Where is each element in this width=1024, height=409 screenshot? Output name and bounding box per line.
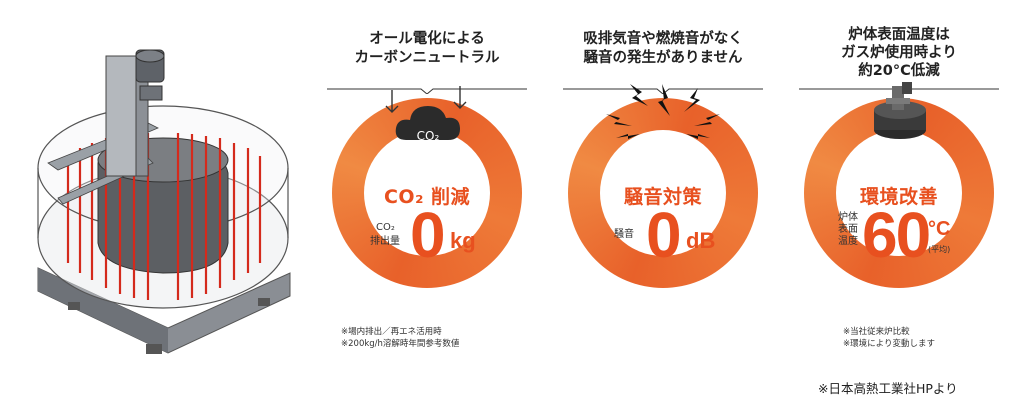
noise-title: 騒音対策 bbox=[623, 186, 702, 208]
noise-value: 0 bbox=[646, 199, 682, 271]
env-value: 60 bbox=[862, 199, 931, 271]
env-sublabel-1: 炉体 bbox=[838, 212, 858, 223]
co2-sublabel-1: CO₂ bbox=[376, 222, 395, 233]
cloud-icon bbox=[385, 86, 467, 140]
environment-ring: 環境改善 炉体 表面 温度 60 °C (平均) bbox=[804, 82, 994, 288]
noise-heading-line-1: 吸排気音や燃焼音がなく bbox=[583, 31, 743, 47]
heading-bracket bbox=[799, 88, 999, 94]
noise-unit: dB bbox=[686, 228, 716, 253]
env-heading-line-1: 炉体表面温度は bbox=[848, 27, 950, 43]
co2-sublabel-2: 排出量 bbox=[370, 236, 400, 247]
noise-panel: 吸排気音や燃焼音がなく 騒音の発生がありません 騒音対策 騒音 0 dB bbox=[553, 30, 773, 360]
heading-bracket bbox=[563, 88, 763, 94]
environment-panel: 炉体表面温度は ガス炉使用時より 約20°C低減 環境改善 炉体 表面 温度 6… bbox=[789, 27, 1009, 360]
noise-sublabel: 騒音 bbox=[614, 229, 634, 240]
co2-heading-line-2: カーボンニュートラル bbox=[354, 50, 500, 66]
co2-heading-line-1: オール電化による bbox=[369, 31, 485, 47]
cloud-icon-label: CO₂ bbox=[416, 129, 440, 143]
co2-ring: CO₂ CO₂ 削減 CO₂ 排出量 0 kg bbox=[332, 86, 522, 288]
co2-unit: kg bbox=[450, 228, 476, 253]
env-heading-line-3: 約20°C低減 bbox=[858, 63, 940, 79]
lightning-icon bbox=[606, 84, 720, 139]
source-credit: ※日本高熱工業社HPより bbox=[818, 381, 958, 396]
env-unit: °C bbox=[928, 218, 951, 240]
heading-bracket bbox=[327, 88, 527, 94]
furnace-icon bbox=[874, 82, 926, 139]
env-sublabel-3: 温度 bbox=[838, 236, 858, 247]
env-title: 環境改善 bbox=[859, 186, 938, 208]
furnace-illustration bbox=[37, 49, 291, 354]
co2-note-2: ※200kg/h溶解時年間参考数値 bbox=[341, 339, 460, 349]
env-note-2: ※環境により変動します bbox=[843, 339, 935, 349]
co2-value: 0 bbox=[410, 199, 446, 271]
co2-title: CO₂ 削減 bbox=[383, 186, 471, 208]
noise-heading-line-2: 騒音の発生がありません bbox=[583, 50, 743, 66]
env-heading-line-2: ガス炉使用時より bbox=[841, 45, 957, 61]
env-unit-note: (平均) bbox=[928, 245, 951, 254]
co2-note-1: ※場内排出／再エネ活用時 bbox=[341, 327, 442, 337]
env-sublabel-2: 表面 bbox=[838, 224, 858, 235]
env-note-1: ※当社従来炉比較 bbox=[843, 327, 910, 337]
noise-ring: 騒音対策 騒音 0 dB bbox=[568, 84, 758, 288]
co2-panel: オール電化による カーボンニュートラル CO₂ CO₂ 削減 CO₂ 排出量 0… bbox=[317, 30, 537, 360]
